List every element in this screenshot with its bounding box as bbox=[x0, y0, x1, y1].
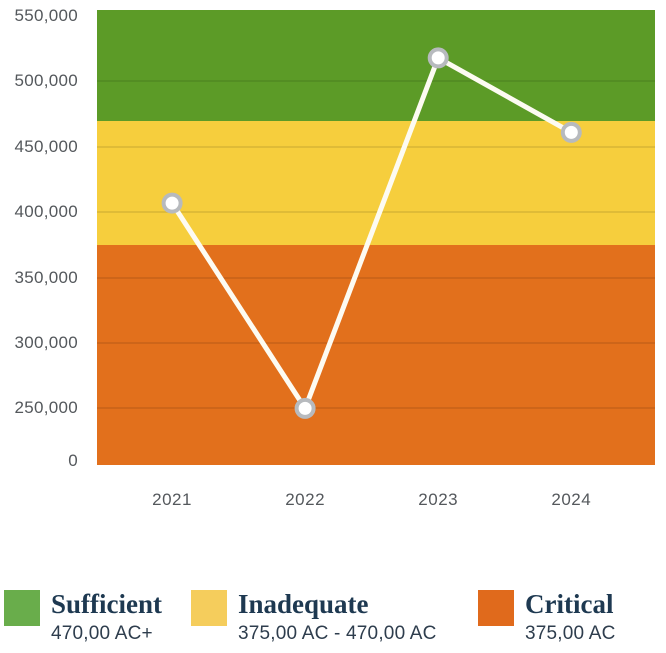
x-axis-label-2021: 2021 bbox=[152, 490, 192, 509]
band-critical bbox=[97, 244, 655, 465]
plot-area bbox=[97, 10, 655, 465]
y-axis-tick-label: 400,000 bbox=[14, 202, 78, 222]
data-point-2022[interactable] bbox=[294, 397, 316, 419]
legend-item-inadequate: Inadequate 375,00 AC - 470,00 AC bbox=[191, 588, 437, 646]
legend-range: 375,00 AC - 470,00 AC bbox=[238, 623, 437, 644]
x-axis-label-2023: 2023 bbox=[418, 490, 459, 509]
data-line-svg bbox=[161, 47, 582, 419]
legend-range: 375,00 AC bbox=[525, 623, 616, 644]
x-axis-label-2024: 2024 bbox=[551, 490, 592, 509]
data-point-2024[interactable] bbox=[560, 121, 582, 143]
y-axis-tick-label: 250,000 bbox=[14, 398, 78, 418]
legend-item-sufficient: Sufficient 470,00 AC+ bbox=[4, 588, 162, 646]
y-axis-tick-label: 550,000 bbox=[14, 6, 78, 26]
data-point-2023[interactable] bbox=[427, 47, 449, 69]
y-axis-tick-label: 0 bbox=[68, 451, 78, 470]
legend-range: 470,00 AC+ bbox=[51, 623, 153, 644]
gridline bbox=[97, 211, 655, 214]
legend-swatch-critical bbox=[478, 590, 514, 626]
gridline bbox=[97, 407, 655, 410]
gridline bbox=[97, 276, 655, 279]
legend-label: Inadequate bbox=[238, 589, 369, 619]
x-axis-label-2022: 2022 bbox=[285, 490, 326, 509]
data-line bbox=[169, 55, 574, 411]
gridline bbox=[97, 145, 655, 148]
y-axis-tick-label: 350,000 bbox=[14, 267, 78, 287]
legend-item-critical: Critical 375,00 AC bbox=[478, 588, 616, 646]
band-sufficient bbox=[97, 10, 655, 121]
gridline bbox=[97, 342, 655, 345]
y-axis-tick-label: 300,000 bbox=[14, 333, 78, 353]
gridline bbox=[97, 80, 655, 83]
legend-swatch-sufficient bbox=[4, 590, 40, 626]
y-axis-tick-label: 450,000 bbox=[14, 136, 78, 156]
legend-swatch-inadequate bbox=[191, 590, 227, 626]
legend-label: Sufficient bbox=[51, 589, 162, 619]
y-axis-tick-label: 500,000 bbox=[14, 71, 78, 91]
data-point-2021[interactable] bbox=[161, 192, 183, 214]
legend-label: Critical bbox=[525, 589, 614, 619]
